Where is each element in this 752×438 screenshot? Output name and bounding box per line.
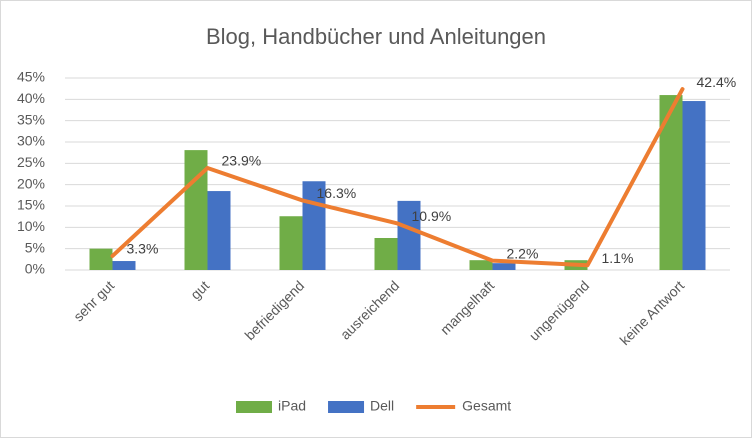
y-tick-label: 10%	[17, 218, 45, 234]
bar	[184, 150, 208, 270]
legend-label: iPad	[278, 398, 306, 414]
data-label: 23.9%	[222, 153, 262, 169]
y-tick-label: 35%	[17, 111, 45, 127]
y-tick-label: 0%	[25, 261, 45, 277]
data-label: 1.1%	[602, 250, 634, 266]
bar	[112, 261, 136, 270]
y-tick-label: 15%	[17, 197, 45, 213]
line	[110, 87, 685, 268]
data-label: 2.2%	[507, 245, 539, 261]
legend-swatch	[236, 401, 272, 413]
chart-title: Blog, Handbücher und Anleitungen	[206, 24, 546, 49]
y-tick-label: 40%	[17, 90, 45, 106]
bar	[89, 248, 113, 270]
bar	[207, 191, 231, 270]
bar	[397, 200, 421, 270]
legend-label: Gesamt	[462, 398, 511, 414]
bar	[659, 95, 683, 270]
data-label: 10.9%	[412, 208, 452, 224]
y-tick-label: 5%	[25, 239, 45, 255]
data-label: 16.3%	[317, 185, 357, 201]
bar	[279, 216, 303, 270]
data-label: 3.3%	[127, 241, 159, 257]
y-tick-label: 25%	[17, 154, 45, 170]
legend-label: Dell	[370, 398, 394, 414]
bar	[469, 260, 493, 270]
y-tick-label: 45%	[17, 69, 45, 85]
y-tick-label: 20%	[17, 175, 45, 191]
bar	[492, 263, 516, 270]
bar	[374, 238, 398, 270]
data-label: 42.4%	[697, 74, 737, 90]
y-tick-label: 30%	[17, 133, 45, 149]
bar	[682, 101, 706, 270]
legend-swatch	[328, 401, 365, 413]
